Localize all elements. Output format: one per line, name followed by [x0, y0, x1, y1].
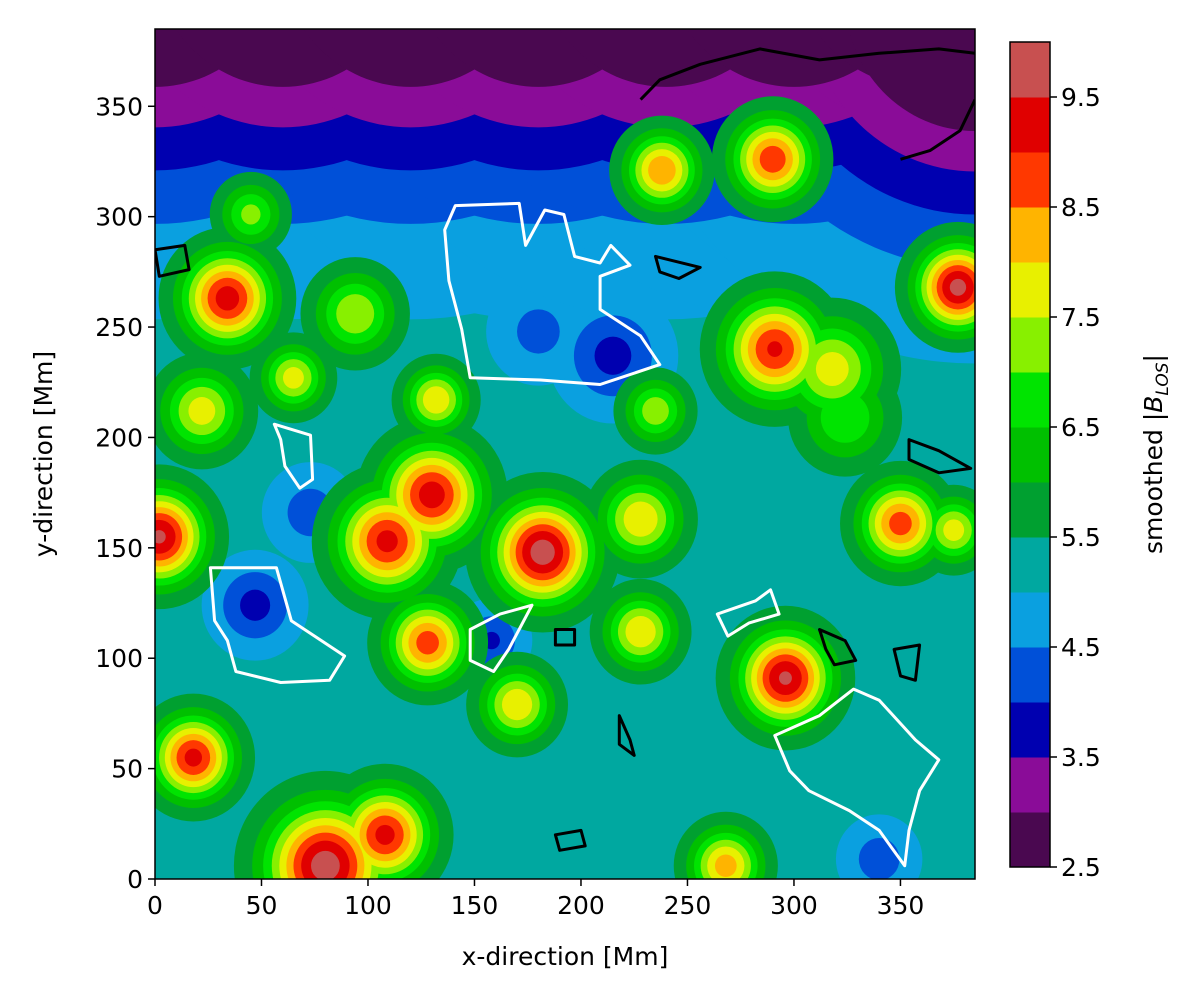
- plot-frame: [154, 28, 976, 880]
- contour-region: [623, 501, 658, 537]
- contour-region: [625, 616, 656, 648]
- contour-region: [241, 204, 261, 225]
- contour-line: [715, 588, 781, 638]
- contour-line: [553, 628, 577, 647]
- colorbar-segment: [1010, 647, 1050, 703]
- x-tick-label: 50: [246, 891, 278, 920]
- x-tick-label: 350: [877, 891, 925, 920]
- contour-line: [818, 628, 858, 667]
- contour-region: [714, 854, 737, 878]
- contour-line: [892, 643, 922, 682]
- contour-region: [155, 530, 166, 544]
- contour-region: [311, 850, 340, 879]
- contour-region: [188, 397, 216, 425]
- contour-lines: [155, 47, 975, 868]
- contour-region: [375, 824, 395, 845]
- contour-region: [283, 367, 304, 389]
- colorbar-segment: [1010, 317, 1050, 373]
- colorbar-segment: [1010, 757, 1050, 813]
- contour-region: [376, 530, 398, 553]
- colorbar-label-symbol: B: [1139, 396, 1168, 413]
- y-tick-label: 150: [95, 534, 143, 563]
- x-tick-label: 100: [344, 891, 392, 920]
- contour-line: [443, 201, 662, 386]
- contour-line: [907, 438, 973, 475]
- x-tick-label: 300: [770, 891, 818, 920]
- contour-line: [639, 47, 975, 101]
- colorbar-tick-label: 6.5: [1061, 413, 1101, 442]
- contour-region: [418, 481, 445, 509]
- contour-region: [240, 589, 271, 621]
- contour-line: [468, 603, 534, 673]
- x-tick-label: 150: [451, 891, 499, 920]
- y-tick-label: 50: [111, 755, 143, 784]
- colorbar-segment: [1010, 207, 1050, 263]
- contour-region: [422, 386, 450, 414]
- contour-region: [336, 294, 375, 334]
- contour-line: [617, 714, 636, 757]
- contour-region: [943, 519, 965, 541]
- contour-region: [778, 671, 792, 685]
- x-tick-label: 0: [147, 891, 163, 920]
- contour-region: [416, 631, 439, 655]
- contour-line: [553, 828, 587, 852]
- colorbar-tick-label: 9.5: [1061, 83, 1101, 112]
- colorbar-label-end: |: [1139, 354, 1168, 362]
- contour-region: [949, 278, 967, 296]
- contour-region: [642, 397, 669, 425]
- colorbar-segment: [1010, 427, 1050, 483]
- x-tick-label: 200: [557, 891, 605, 920]
- y-tick-label: 0: [127, 865, 143, 894]
- y-tick-label: 200: [95, 423, 143, 452]
- contour-region: [815, 351, 849, 387]
- contour-region: [648, 155, 676, 185]
- colorbar-tick-label: 8.5: [1061, 193, 1101, 222]
- contour-line: [900, 98, 975, 161]
- contour-region: [501, 688, 533, 721]
- colorbar-tick-label: 4.5: [1061, 633, 1101, 662]
- contour-region: [820, 392, 870, 443]
- contour-line: [773, 687, 941, 868]
- y-tick-label: 350: [95, 92, 143, 121]
- contour-line: [272, 422, 315, 490]
- colorbar-segment: [1010, 152, 1050, 208]
- contour-region: [517, 309, 560, 354]
- contour-region: [889, 511, 912, 536]
- contour-region: [594, 336, 632, 375]
- x-tick-label: 250: [664, 891, 712, 920]
- colorbar-label: smoothed |BLOS|: [1139, 354, 1173, 554]
- colorbar-label-text: smoothed |: [1139, 413, 1168, 554]
- y-tick-label: 250: [95, 313, 143, 342]
- colorbar-frame: [1009, 41, 1051, 868]
- colorbar-segment: [1010, 592, 1050, 648]
- contour-region: [858, 838, 900, 879]
- colorbar-segment: [1010, 372, 1050, 428]
- colorbar-segment: [1010, 482, 1050, 538]
- y-axis-label: y-direction [Mm]: [29, 351, 58, 557]
- contour-region: [184, 748, 203, 767]
- colorbar-segment: [1010, 262, 1050, 318]
- y-tick-label: 300: [95, 203, 143, 232]
- contour-line: [654, 254, 702, 280]
- y-tick-label: 100: [95, 644, 143, 673]
- contour-line: [208, 566, 347, 684]
- colorbar-segment: [1010, 812, 1050, 868]
- colorbar-label-sub: LOS: [1153, 362, 1173, 395]
- colorbar-tick-label: 5.5: [1061, 523, 1101, 552]
- contour-field: [155, 29, 975, 879]
- colorbar-tick-label: 7.5: [1061, 303, 1101, 332]
- colorbar-tick-label: 3.5: [1061, 743, 1101, 772]
- colorbar-segment: [1010, 537, 1050, 593]
- colorbar-segment: [1010, 97, 1050, 153]
- contour-region: [215, 286, 240, 311]
- x-axis-label: x-direction [Mm]: [462, 942, 669, 971]
- colorbar-tick-label: 2.5: [1061, 853, 1101, 882]
- contour-region: [767, 341, 783, 357]
- contour-region: [759, 145, 786, 173]
- contour-line: [155, 243, 191, 278]
- colorbar-segment: [1010, 702, 1050, 758]
- contour-region: [530, 539, 555, 565]
- colorbar-segment: [1010, 42, 1050, 98]
